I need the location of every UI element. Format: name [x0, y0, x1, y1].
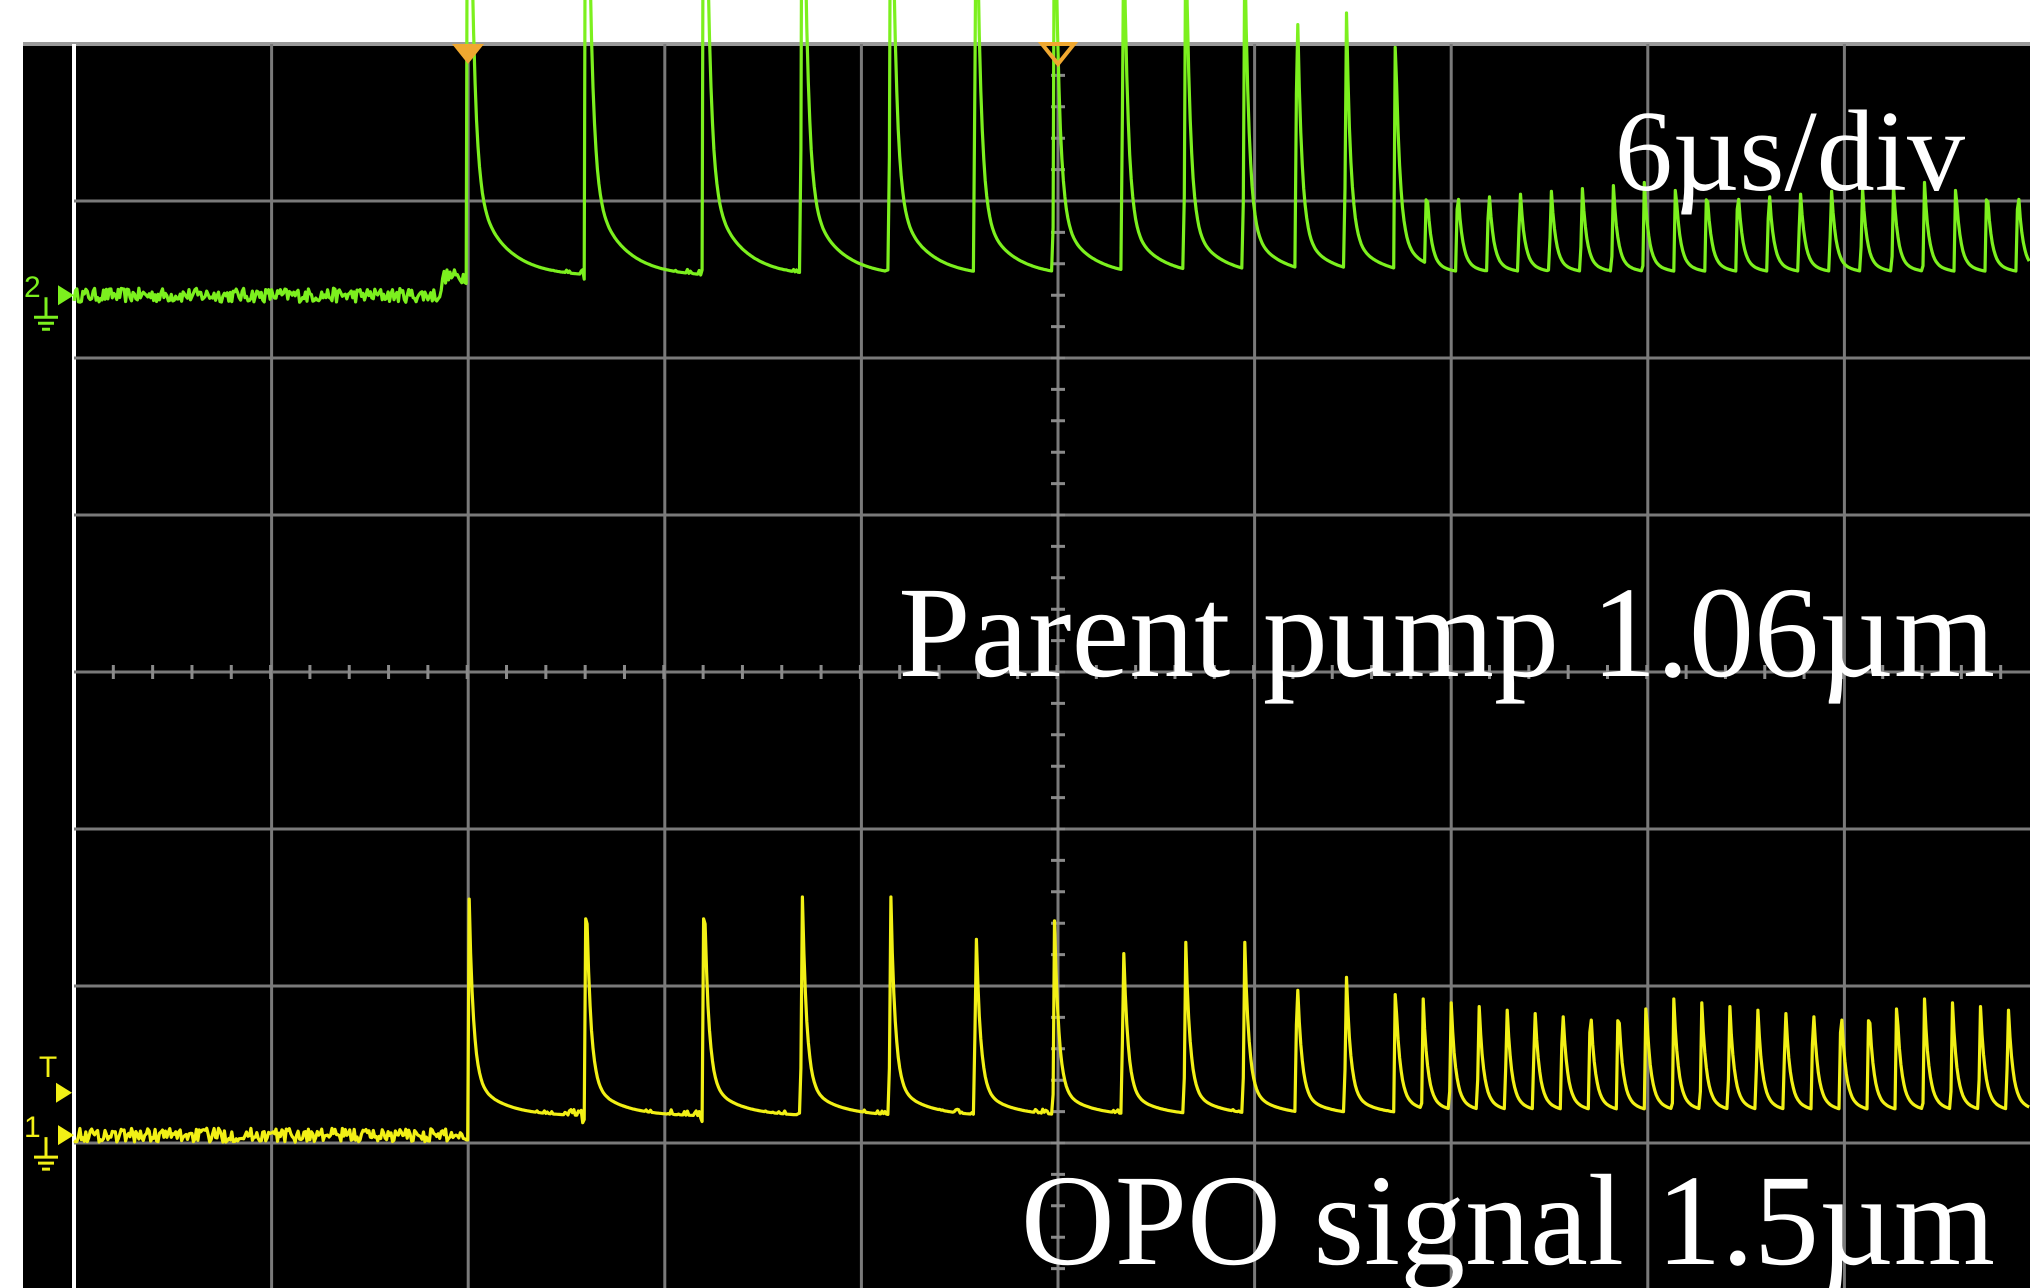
trace-pump	[72, 0, 2030, 304]
series-label-pump: Parent pump 1.06µm	[898, 561, 1995, 705]
center-time-marker	[1037, 42, 1079, 68]
channel-1-marker: 1	[24, 1111, 74, 1171]
grid	[74, 44, 2030, 1288]
timebase-label: 6µs/div	[1615, 88, 1965, 216]
channel-2-marker-arrow	[58, 285, 74, 306]
channel-1-marker-label: 1	[24, 1111, 41, 1144]
trace-signal	[73, 895, 2030, 1144]
channel-2-marker: 2	[24, 271, 74, 331]
trigger-level-label: T	[39, 1051, 57, 1084]
trigger-level-marker: T	[39, 1051, 72, 1103]
channel-2-marker-ground-icon	[34, 297, 58, 331]
channel-1-marker-ground-icon	[34, 1137, 58, 1171]
series-label-signal: OPO signal 1.5µm	[1021, 1149, 1995, 1288]
trigger-level-arrow	[56, 1082, 72, 1103]
channel-2-marker-label: 2	[24, 271, 41, 304]
screen-background	[23, 44, 2030, 1288]
trigger-position-marker	[452, 44, 484, 64]
traces	[72, 0, 2030, 1144]
channel-1-marker-arrow	[58, 1125, 74, 1146]
channel-markers: 2 1 T	[24, 42, 1079, 1171]
